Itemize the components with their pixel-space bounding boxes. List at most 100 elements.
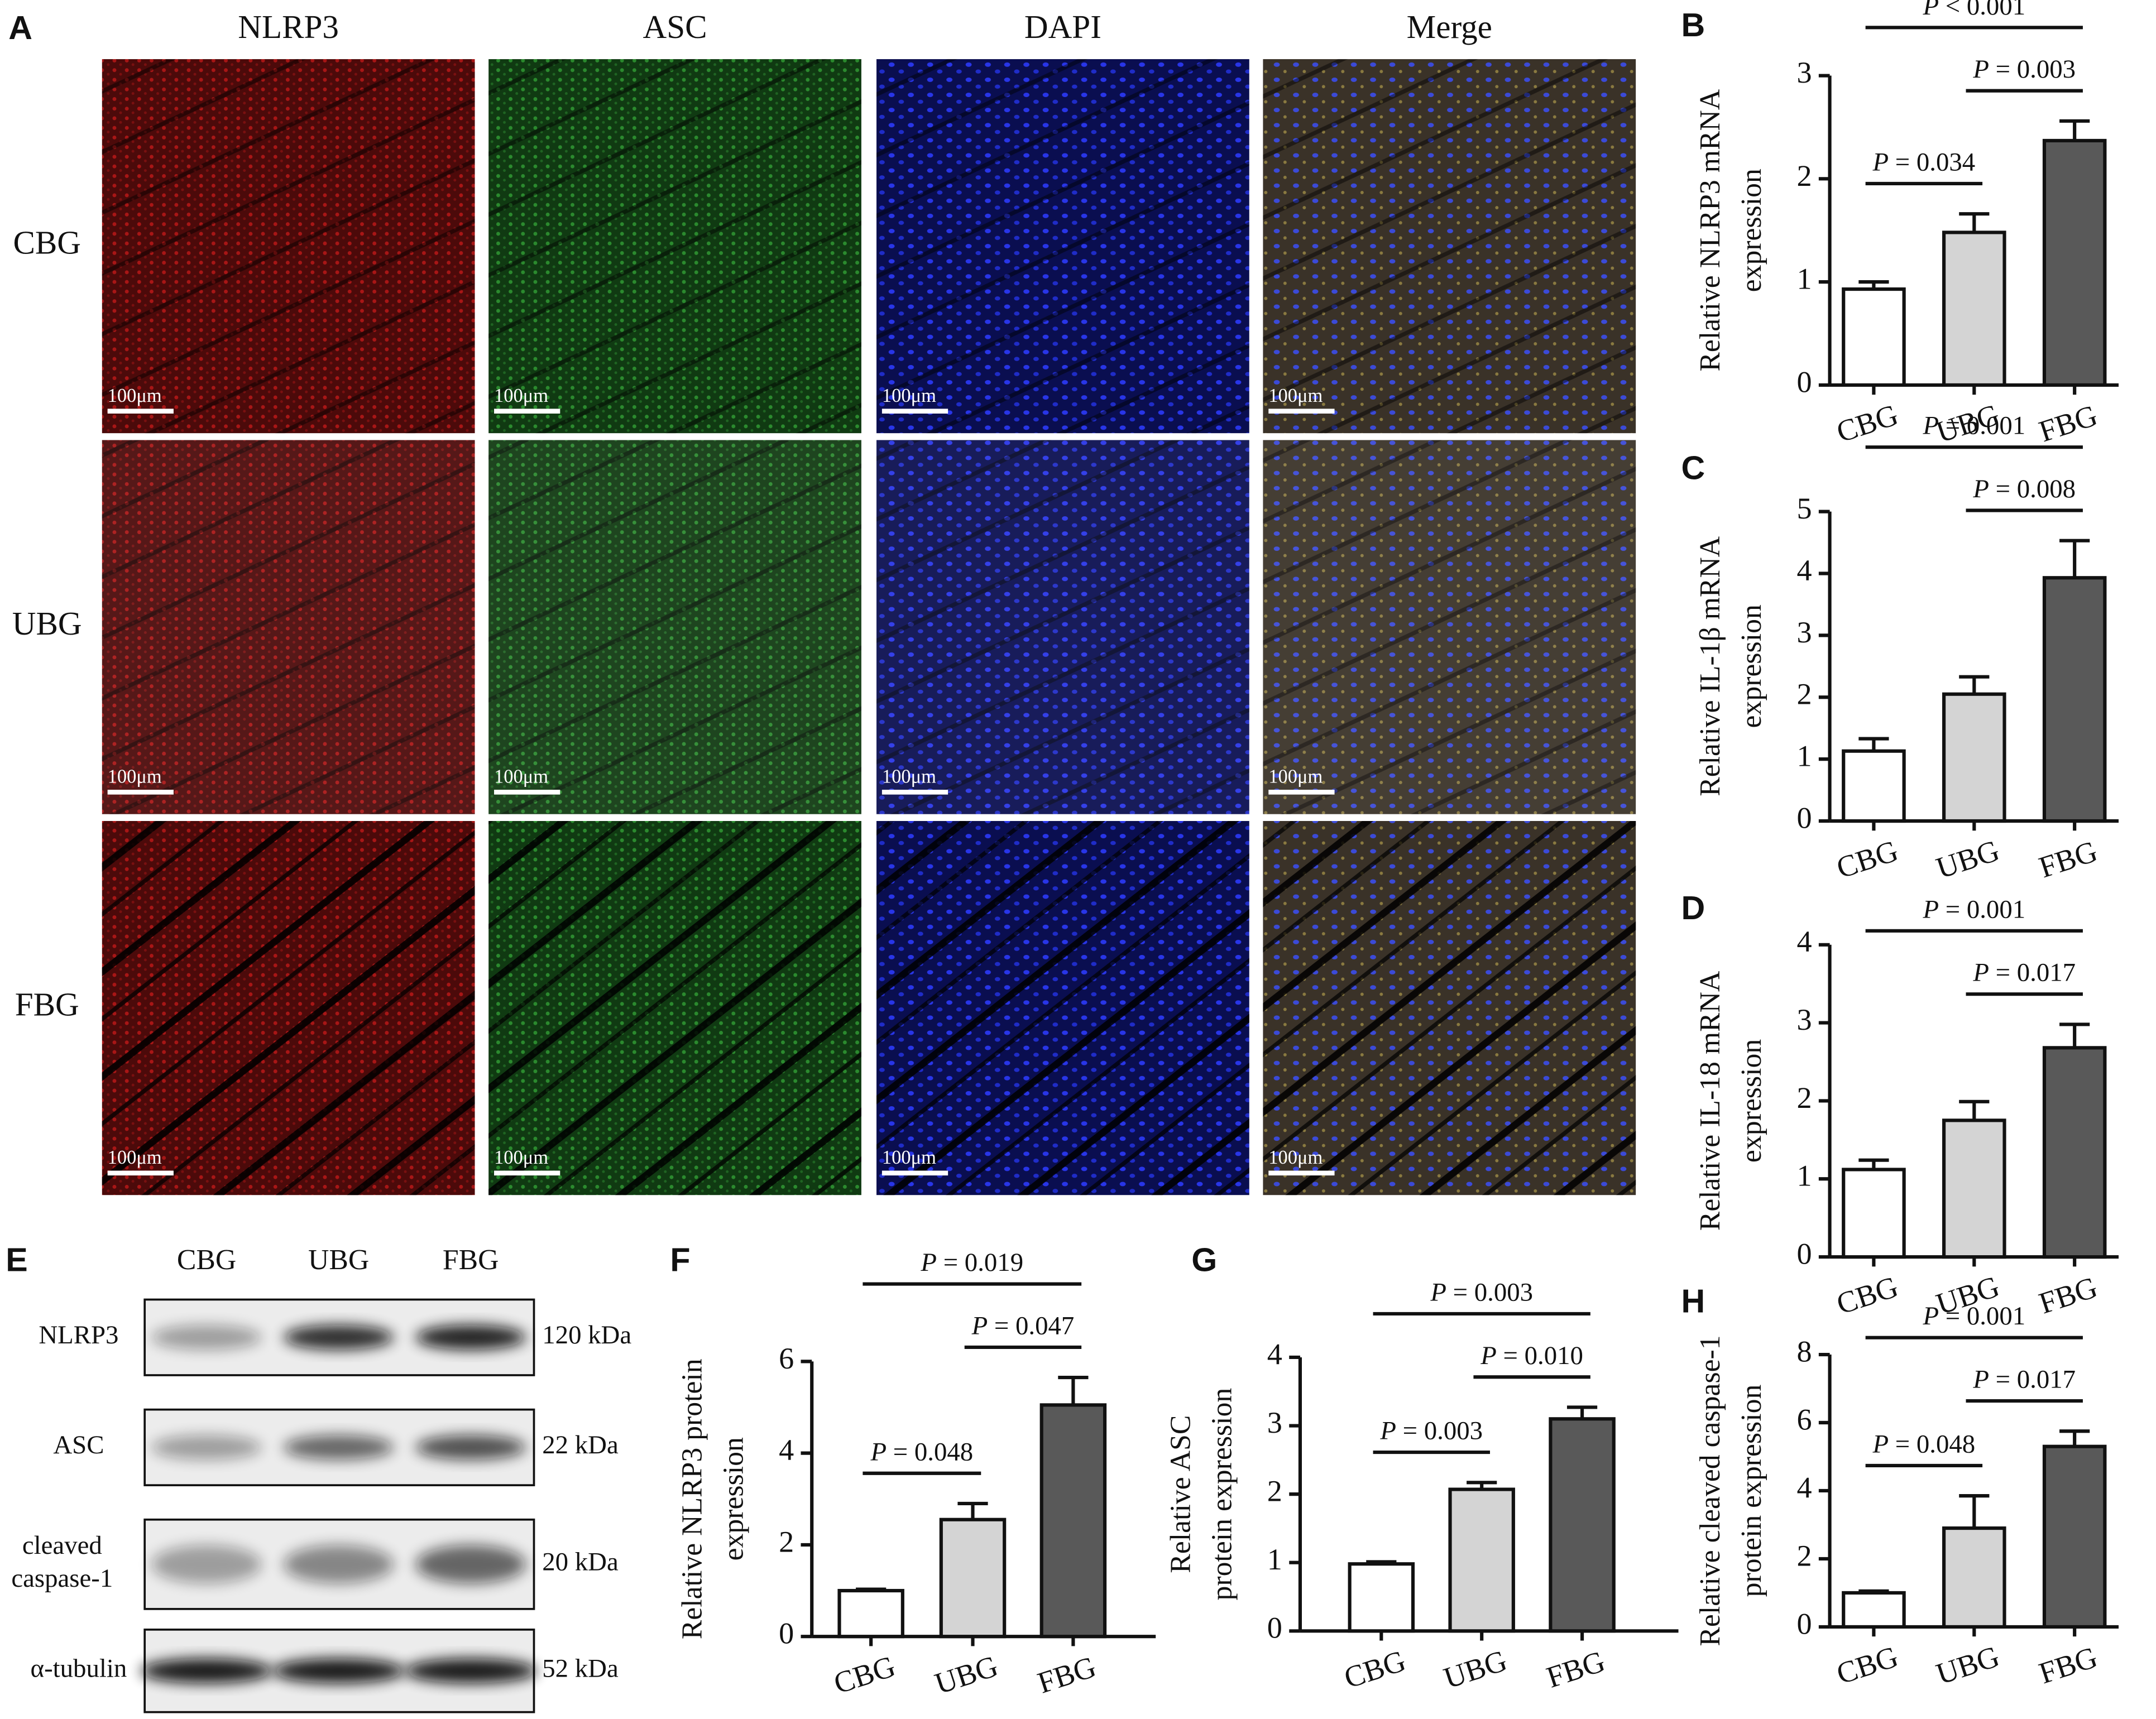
x-tick-label: FBG: [2035, 1640, 2101, 1691]
tissue-texture: [102, 59, 475, 434]
blot-band: [415, 1435, 526, 1460]
column-header: NLRP3: [238, 8, 339, 45]
blot-band: [415, 1545, 526, 1584]
y-axis-label: Relative ASC: [1165, 1415, 1196, 1573]
y-tick-label: 0: [1796, 801, 1812, 834]
y-tick-label: 6: [1796, 1403, 1812, 1436]
x-tick-label: UBG: [1932, 833, 2003, 885]
x-tick-label: FBG: [2035, 398, 2101, 449]
p-value-label: P = 0.019: [920, 1248, 1023, 1277]
y-tick-label: 2: [1796, 159, 1812, 193]
y-tick-label: 2: [1796, 1539, 1812, 1572]
blot-band: [151, 1325, 262, 1350]
blot-band: [415, 1325, 526, 1350]
bar: [2042, 1444, 2107, 1629]
tissue-texture: [1263, 59, 1636, 434]
scale-bar-label: 100μm: [108, 1147, 162, 1168]
scale-bar-label: 100μm: [882, 385, 936, 406]
x-tick-label: CBG: [1833, 398, 1903, 449]
x-tick-label: FBG: [1542, 1644, 1609, 1694]
y-tick-label: 3: [1796, 56, 1812, 89]
intensity-overlay: [488, 440, 861, 814]
p-value-label: P = 0.001: [1922, 1302, 2025, 1331]
intensity-overlay: [1263, 440, 1636, 814]
y-axis-label: Relative IL-1β mRNA: [1694, 536, 1726, 796]
x-tick-label: FBG: [1033, 1650, 1100, 1700]
p-value-label: P = 0.008: [1972, 474, 2076, 503]
blot-band: [404, 1658, 537, 1683]
blot-label: ASC: [53, 1430, 104, 1459]
scale-bar-label: 100μm: [882, 766, 936, 788]
x-tick-label: UBG: [1440, 1644, 1511, 1695]
bar: [1842, 1591, 1906, 1629]
scale-bar-label: 100μm: [108, 766, 162, 788]
blot-band: [284, 1325, 394, 1350]
y-tick-label: 1: [1796, 1159, 1812, 1193]
bar: [2042, 1046, 2107, 1259]
p-value-label: P < 0.001: [1922, 0, 2025, 21]
p-value-label: P = 0.003: [1972, 55, 2076, 84]
x-tick-label: CBG: [1340, 1644, 1410, 1694]
panel-letter: H: [1681, 1282, 1705, 1319]
y-axis-label: protein expression: [1736, 1384, 1767, 1597]
panel-letter: B: [1681, 6, 1705, 44]
y-tick-label: 4: [779, 1433, 794, 1467]
scale-bar-label: 100μm: [494, 766, 548, 788]
tissue-texture: [876, 821, 1249, 1195]
y-axis-label: Relative NLRP3 mRNA: [1694, 89, 1726, 372]
lane-label: UBG: [308, 1244, 369, 1276]
y-axis-label: expression: [1736, 604, 1767, 728]
bar: [1039, 1403, 1107, 1639]
blot-band: [272, 1658, 405, 1683]
y-tick-label: 4: [1796, 554, 1812, 587]
p-value-label: P = 0.001: [1922, 411, 2025, 440]
y-tick-label: 0: [1796, 365, 1812, 398]
y-axis-label: Relative NLRP3 protein: [677, 1358, 708, 1639]
row-label: FBG: [15, 986, 79, 1023]
x-tick-label: CBG: [1833, 1640, 1903, 1691]
bar: [2042, 576, 2107, 823]
y-tick-label: 6: [779, 1342, 794, 1375]
molecular-weight: 52 kDa: [542, 1654, 619, 1683]
tissue-texture: [488, 59, 861, 434]
x-tick-label: UBG: [931, 1649, 1002, 1701]
tissue-texture: [876, 440, 1249, 814]
panel-letter: F: [670, 1241, 690, 1279]
bar: [1448, 1487, 1515, 1633]
blot-band: [284, 1545, 394, 1584]
tissue-texture: [876, 59, 1249, 434]
panel-letter: D: [1681, 889, 1705, 926]
y-axis-label: Relative cleaved caspase-1: [1694, 1335, 1726, 1646]
bar: [2042, 138, 2107, 387]
y-tick-label: 4: [1267, 1337, 1282, 1371]
bar: [1942, 692, 2006, 823]
blot-label: cleaved: [22, 1531, 102, 1560]
panel-letter: G: [1191, 1241, 1217, 1279]
scale-bar-label: 100μm: [1268, 385, 1323, 406]
bar: [1348, 1562, 1415, 1633]
bar: [1942, 231, 2006, 387]
y-tick-label: 0: [1267, 1611, 1282, 1645]
p-value-label: P = 0.017: [1972, 1365, 2076, 1394]
p-value-label: P = 0.003: [1430, 1278, 1533, 1307]
y-tick-label: 2: [779, 1525, 794, 1558]
x-tick-label: UBG: [1932, 1639, 2003, 1691]
y-tick-label: 1: [1796, 262, 1812, 296]
bar: [1842, 1168, 1906, 1259]
y-tick-label: 4: [1796, 1471, 1812, 1504]
x-tick-label: FBG: [2035, 1270, 2101, 1321]
y-tick-label: 3: [1267, 1406, 1282, 1439]
x-tick-label: FBG: [2035, 834, 2101, 885]
y-axis-label: protein expression: [1206, 1388, 1238, 1601]
bar: [1842, 749, 1906, 823]
bar: [939, 1518, 1007, 1639]
y-tick-label: 4: [1796, 925, 1812, 958]
y-tick-label: 0: [779, 1617, 794, 1650]
y-tick-label: 0: [1796, 1237, 1812, 1271]
tissue-texture: [488, 440, 861, 814]
panel-letter: E: [6, 1241, 27, 1279]
column-header: DAPI: [1024, 8, 1101, 45]
p-value-label: P = 0.003: [1379, 1416, 1483, 1445]
